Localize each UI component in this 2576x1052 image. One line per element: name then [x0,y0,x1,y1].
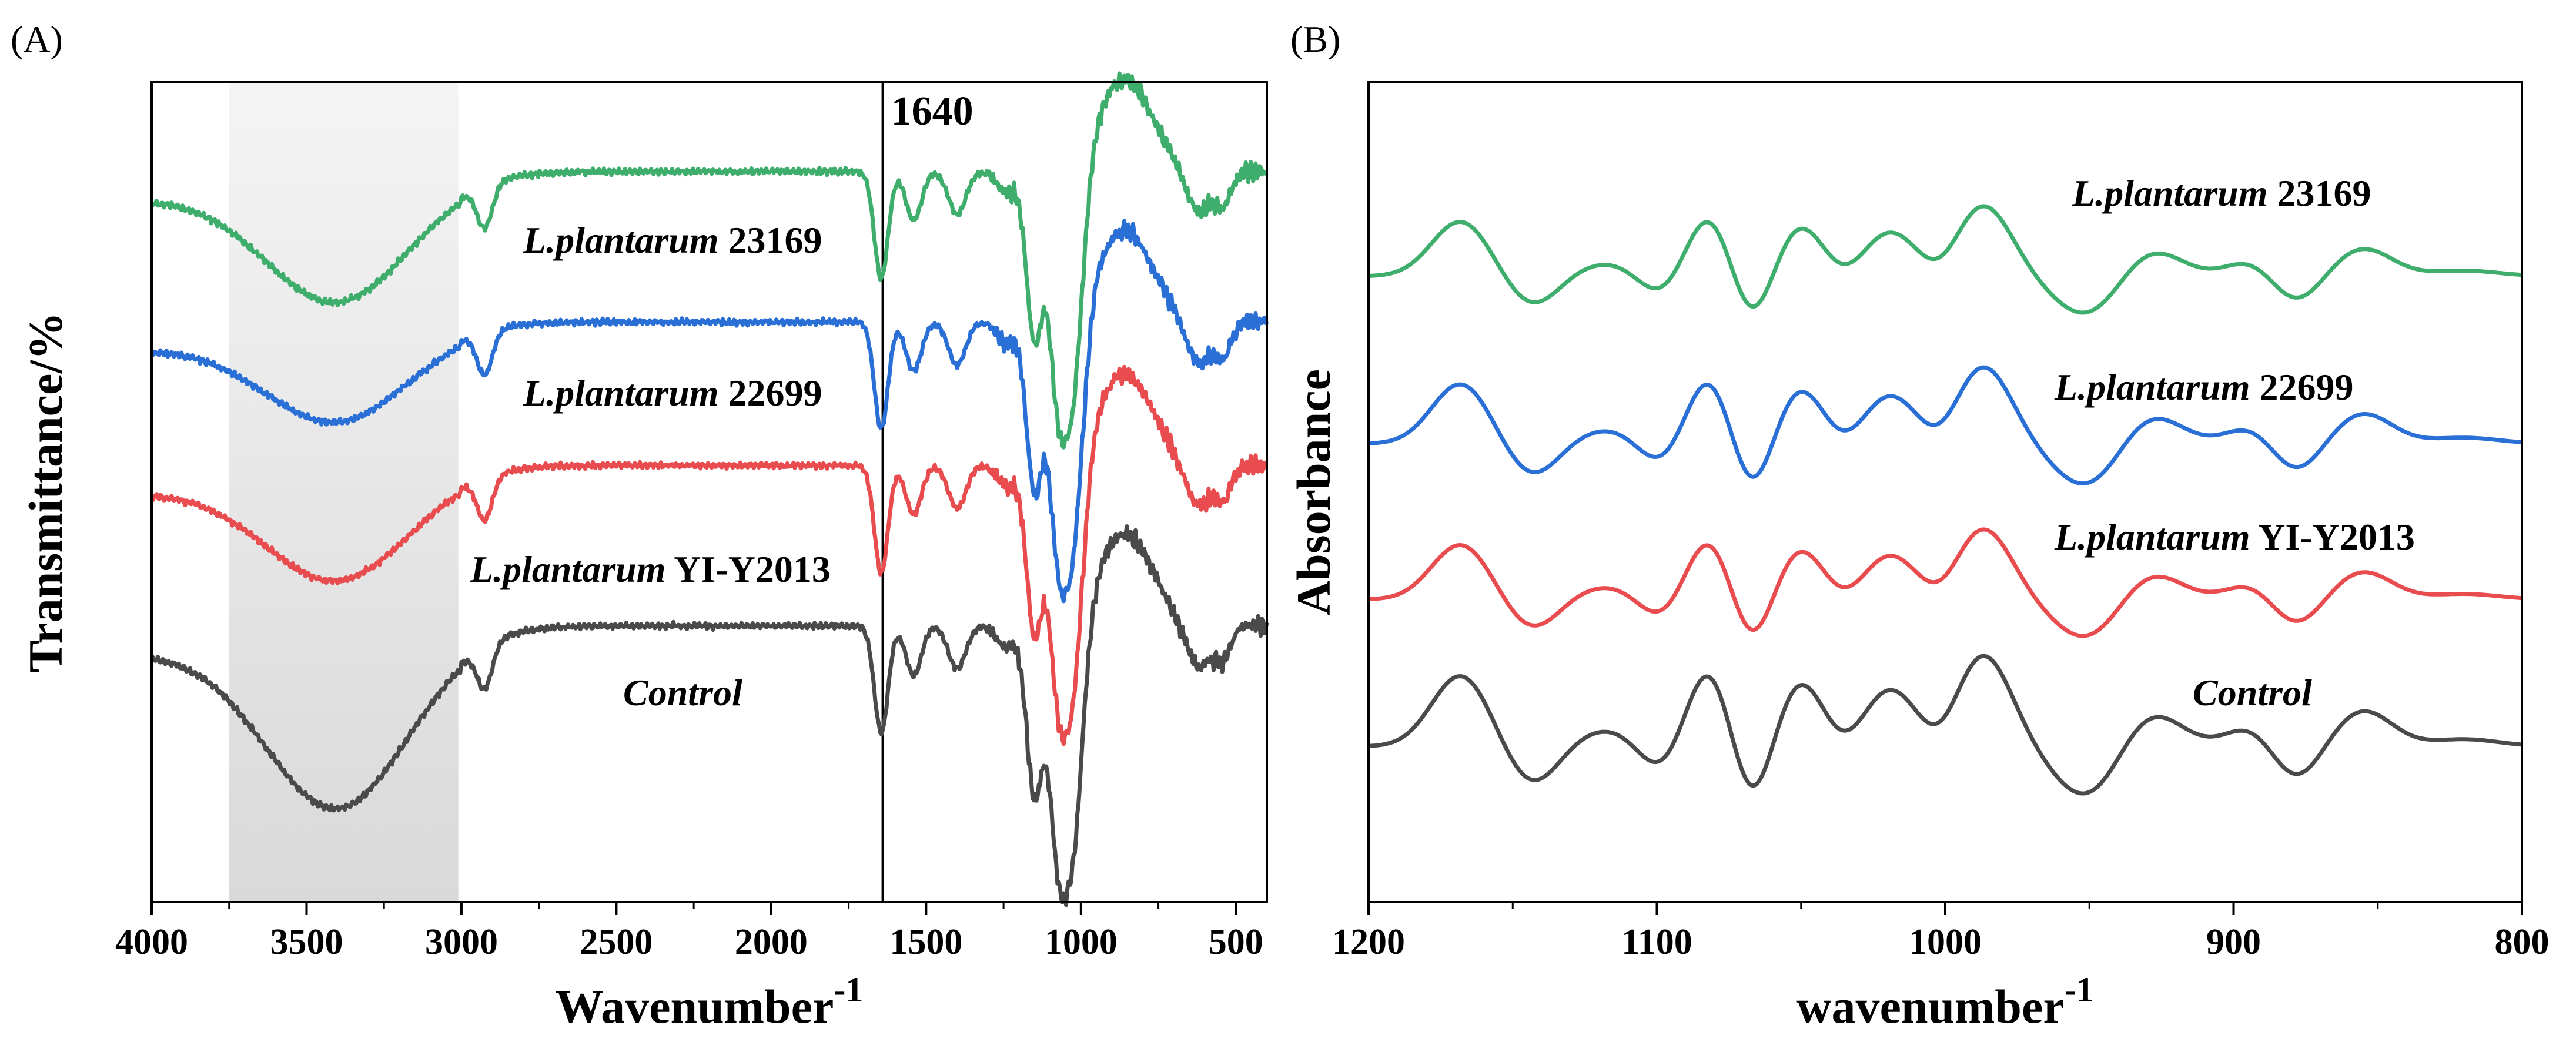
series-line-2 [149,364,1269,746]
panel-label-b: (B) [1290,18,1340,60]
x-tick-label: 1100 [1621,922,1692,962]
x-tick-label: 3000 [425,922,498,962]
series-line-1 [149,219,1269,604]
panel-label-a: (A) [11,18,63,60]
x-tick-label: 4000 [115,922,188,962]
series-line-3 [1367,654,2523,796]
series-line-3 [150,524,1269,907]
x-tick-label: 900 [2206,922,2261,962]
chart-b: L.plantarum 23169 L.plantarum 22699 L.plan… [1287,81,2550,1033]
series-line-0 [149,71,1269,450]
plot-frame [150,81,1268,903]
series-line-2 [1367,527,2523,638]
series-label-1: L.plantarum 22699 [523,372,822,414]
annotation-label: 1640 [891,89,973,134]
series-label-3: Control [623,672,742,713]
series-label-3: Control [2193,672,2312,713]
x-axis-label: Wavenumber-1 [556,970,864,1033]
x-tick-label: 3500 [270,922,343,962]
series-label-1: L.plantarum 22699 [2054,366,2354,408]
x-tick-label: 1200 [1332,922,1405,962]
x-tick-label: 1000 [1909,922,1982,962]
x-tick-label: 2000 [735,922,808,962]
series-label-0: L.plantarum 23169 [2072,172,2371,214]
x-tick-label: 800 [2495,922,2550,962]
x-tick-label: 2500 [580,922,653,962]
series-line-0 [1367,204,2523,315]
x-axis-label: wavenumber-1 [1796,970,2094,1033]
series-line-1 [1367,365,2523,486]
series-label-2: L.plantarum YI-Y2013 [2054,516,2415,558]
shaded-region [229,82,459,902]
x-tick-label: 1500 [889,922,962,962]
series-label-0: L.plantarum 23169 [523,219,822,261]
y-axis-label: Absorbance [1287,369,1340,615]
series-label-2: L.plantarum YI-Y2013 [470,548,831,590]
chart-a: 1640 L.plantarum 23169 L.plantarum 22699 L.… [19,71,1269,1033]
x-tick-label: 1000 [1045,922,1118,962]
y-axis-label: Transmittance/% [19,312,72,672]
x-tick-label: 500 [1209,922,1263,962]
